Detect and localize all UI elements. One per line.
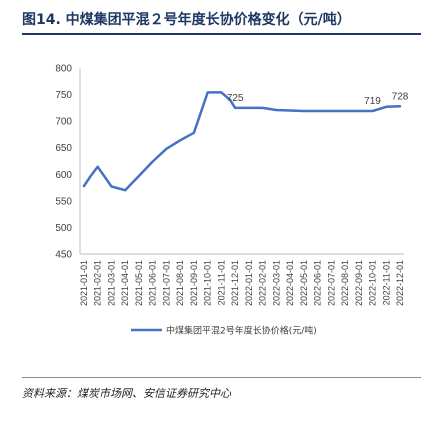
x-tick-label: 2021-04-01 xyxy=(120,260,130,306)
figure-title: 图14. 中煤集团平混２号年度长协价格变化（元/吨） xyxy=(22,12,351,28)
x-tick-label: 2021-06-01 xyxy=(148,260,158,306)
legend-label: 中煤集团平混2号年度长协价格(元/吨) xyxy=(166,325,317,337)
x-tick-label: 2022-02-01 xyxy=(258,260,268,306)
x-tick-label: 2022-01-01 xyxy=(244,260,254,306)
x-tick-label: 2021-02-01 xyxy=(93,260,103,306)
y-tick-label: 500 xyxy=(55,223,72,234)
data-label: 719 xyxy=(364,96,381,107)
x-tick-label: 2022-04-01 xyxy=(285,260,295,306)
x-tick-label: 2021-05-01 xyxy=(134,260,144,306)
x-tick-label: 2021-03-01 xyxy=(106,260,116,306)
x-tick-label: 2021-07-01 xyxy=(161,260,171,306)
line-chart: 450 500 550 600 650 700 750 800 2021-01-01 2021-0… xyxy=(55,64,409,337)
x-tick-label: 2022-03-01 xyxy=(271,260,281,306)
x-tick-label: 2022-08-01 xyxy=(340,260,350,306)
x-tick-label: 2022-05-01 xyxy=(299,260,309,306)
x-tick-label: 2021-01-01 xyxy=(79,260,89,306)
x-tick-label: 2022-10-01 xyxy=(368,260,378,306)
x-tick-label: 2021-10-01 xyxy=(203,260,213,306)
x-tick-label: 2022-12-01 xyxy=(395,260,405,306)
x-tick-label: 2021-11-01 xyxy=(216,260,226,305)
y-tick-label: 800 xyxy=(55,64,72,75)
data-label: 728 xyxy=(392,91,409,102)
y-tick-label: 650 xyxy=(55,143,72,154)
y-tick-label: 700 xyxy=(55,117,72,128)
y-tick-label: 550 xyxy=(55,196,72,207)
x-tick-label: 2021-12-01 xyxy=(230,260,240,306)
y-tick-label: 750 xyxy=(55,90,72,101)
source-rule xyxy=(22,377,421,378)
x-tick-label: 2021-08-01 xyxy=(175,260,185,306)
x-tick-label: 2022-06-01 xyxy=(313,260,323,306)
y-tick-label: 450 xyxy=(55,250,72,261)
series-line xyxy=(82,91,402,192)
x-tick-label: 2022-09-01 xyxy=(354,260,364,306)
x-tick-label: 2022-07-01 xyxy=(326,260,336,306)
source-note: 资料来源：煤炭市场网、安信证券研究中心 xyxy=(22,387,231,400)
x-tick-label: 2021-09-01 xyxy=(189,260,199,306)
x-tick-label: 2022-11-01 xyxy=(381,260,391,305)
title-rule xyxy=(22,33,421,35)
data-label: 725 xyxy=(227,93,244,104)
y-tick-label: 600 xyxy=(55,170,72,181)
